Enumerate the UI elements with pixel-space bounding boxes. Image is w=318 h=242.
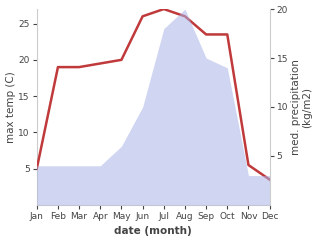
Y-axis label: max temp (C): max temp (C) (5, 71, 16, 143)
Y-axis label: med. precipitation
(kg/m2): med. precipitation (kg/m2) (291, 59, 313, 155)
X-axis label: date (month): date (month) (114, 227, 192, 236)
